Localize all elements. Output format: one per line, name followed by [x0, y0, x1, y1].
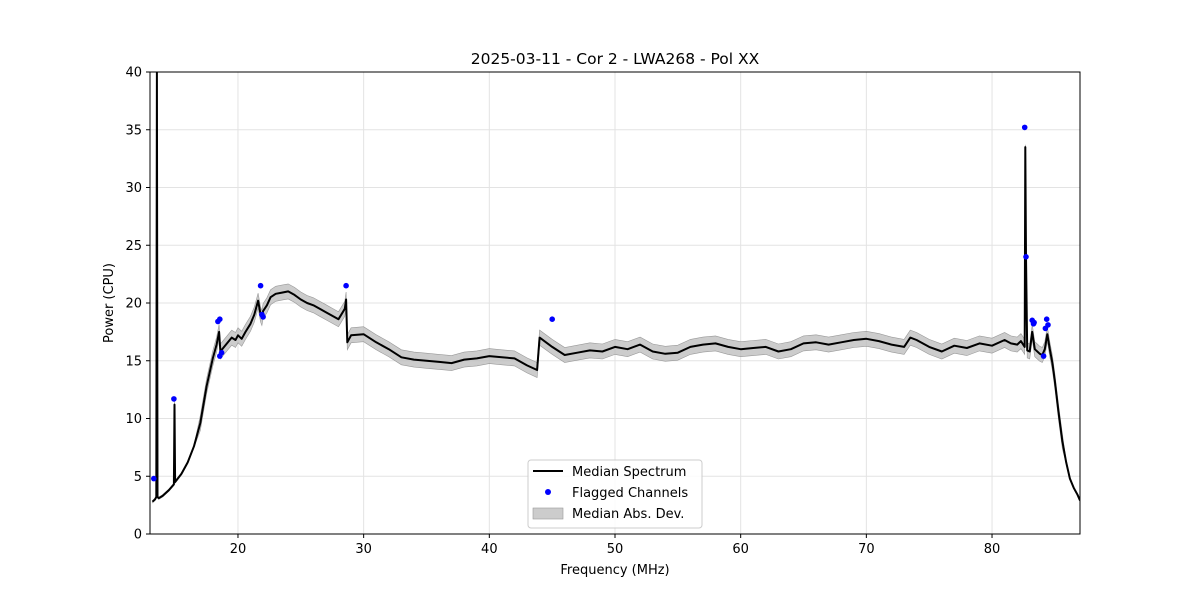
legend-label-mad: Median Abs. Dev. [572, 507, 684, 522]
flagged-point [218, 349, 225, 356]
flagged-channels [151, 124, 1051, 482]
flagged-point [1021, 124, 1028, 131]
flagged-point [257, 282, 264, 289]
x-tick-label: 20 [230, 542, 247, 557]
x-tick-label: 50 [607, 542, 624, 557]
x-tick-label: 40 [481, 542, 498, 557]
y-tick-label: 25 [125, 239, 142, 254]
y-tick-label: 10 [125, 412, 142, 427]
y-tick-label: 15 [125, 354, 142, 369]
flagged-point [151, 475, 157, 482]
x-tick-label: 70 [858, 542, 875, 557]
median-line [151, 72, 1080, 503]
flagged-point [1040, 353, 1047, 359]
x-axis-label: Frequency (MHz) [560, 563, 669, 578]
legend-label-flagged: Flagged Channels [572, 486, 688, 501]
legend: Median Spectrum Flagged Channels Median … [527, 459, 703, 529]
y-tick-label: 35 [125, 123, 142, 138]
mad-band-area [152, 72, 1080, 504]
legend-swatch-flagged [545, 489, 551, 495]
axis-ticks: 20 30 40 50 60 70 80 0 5 10 15 20 25 30 35 40 [125, 66, 1000, 558]
y-tick-label: 5 [134, 470, 142, 485]
flagged-point [260, 314, 266, 320]
flagged-point [343, 282, 349, 289]
x-tick-label: 30 [355, 542, 372, 557]
mad-band [152, 72, 1080, 504]
flagged-point [1043, 316, 1050, 323]
y-tick-label: 30 [125, 181, 142, 196]
x-tick-label: 80 [984, 542, 1001, 557]
x-tick-label: 60 [732, 542, 749, 557]
y-tick-label: 20 [125, 297, 142, 312]
flagged-point [549, 316, 555, 323]
median-spectrum [151, 72, 1080, 503]
flagged-point [1023, 253, 1029, 260]
legend-swatch-mad [532, 507, 564, 520]
flagged-point [1031, 319, 1037, 326]
y-tick-label: 40 [125, 66, 142, 81]
y-tick-label: 0 [134, 528, 142, 543]
y-axis-label: Power (CPU) [102, 263, 117, 343]
flagged-point [1045, 322, 1051, 328]
flagged-point [217, 316, 223, 323]
legend-label-median: Median Spectrum [572, 465, 686, 480]
flagged-point [171, 396, 177, 402]
legend-box [527, 459, 703, 529]
chart-title: 2025-03-11 - Cor 2 - LWA268 - Pol XX [471, 50, 760, 68]
